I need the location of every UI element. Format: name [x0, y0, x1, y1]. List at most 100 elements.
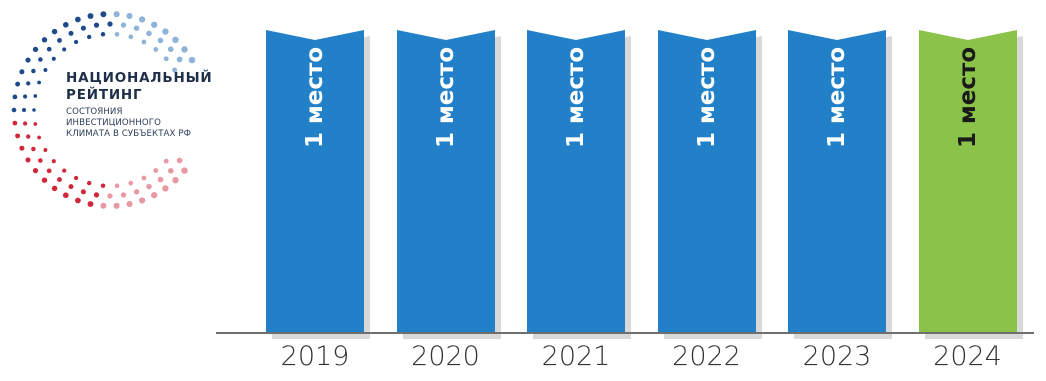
logo-dot [146, 183, 152, 190]
logo-dot [26, 81, 31, 86]
logo-dot [120, 192, 127, 198]
logo-dot [163, 56, 169, 62]
year-label: 2024 [933, 341, 1002, 372]
bar-label: 1 место [563, 46, 589, 148]
bar-label: 1 место [954, 46, 981, 148]
logo-dot [188, 56, 196, 64]
logo-dot [15, 81, 21, 87]
logo-dot [25, 157, 31, 163]
bar-body [266, 30, 364, 333]
year-label: 2021 [541, 341, 611, 372]
bar-body [788, 30, 886, 333]
logo-dot [43, 68, 48, 72]
logo-dot [26, 134, 31, 139]
logo-dot [19, 145, 25, 151]
logo-dot [57, 37, 62, 43]
logo-dot [114, 183, 120, 188]
bar-body [918, 30, 1017, 333]
year-label: 2023 [802, 341, 872, 372]
logo-dot [51, 159, 56, 164]
bar-2019: 1 место [266, 30, 370, 339]
bar-label: 1 место [693, 46, 720, 148]
logo-dot [87, 201, 94, 207]
logo-dot [128, 180, 134, 186]
logo-dot [25, 57, 31, 63]
logo-dot [32, 167, 39, 174]
logo-dot [68, 30, 74, 36]
logo-dot [57, 177, 62, 183]
x-axis-line [216, 332, 1034, 334]
logo-dot [15, 133, 21, 139]
logo-dot [133, 25, 140, 31]
logo-dot [167, 46, 174, 53]
logo-dot [172, 176, 179, 184]
logo-dot [33, 122, 38, 126]
logo-dot [151, 21, 158, 28]
logo-title-line1: НАЦИОНАЛЬНЫЙ [66, 70, 213, 86]
logo-dot [157, 176, 164, 183]
bar-body [527, 30, 625, 333]
bar-label: 1 место [432, 46, 459, 148]
logo-dot [38, 57, 43, 62]
logo-dot [11, 107, 17, 113]
logo-dot [87, 13, 94, 19]
logo-dot [37, 80, 41, 85]
logo-dot [31, 68, 36, 74]
logo-dot [31, 146, 36, 152]
logo-dot [100, 202, 107, 209]
logo-dot [107, 21, 113, 27]
bar-2022: 1 место [657, 30, 762, 339]
logo-dot [141, 39, 147, 45]
logo-dot [138, 16, 146, 23]
logo-dot-ring [11, 11, 196, 209]
bar-label: 1 место [824, 46, 850, 148]
logo-dot [120, 22, 127, 28]
logo-title-line2: РЕЙТИНГ [66, 87, 143, 103]
national-rating-logo: НАЦИОНАЛЬНЫЙ РЕЙТИНГ СОСТОЯНИЯ ИНВЕСТИЦИ… [0, 0, 240, 230]
logo-subtitle-line3: КЛИМАТА В СУБЪЕКТАХ РФ [66, 129, 192, 139]
bar-2020: 1 место [396, 30, 501, 339]
logo-dot [51, 185, 58, 192]
logo-dot [172, 36, 179, 44]
logo-subtitle-line2: ИНВЕСТИЦИОННОГО [66, 118, 161, 128]
logo-dot [33, 94, 38, 98]
logo-dot [51, 28, 58, 35]
logo-dot [181, 167, 188, 174]
logo-dot [87, 180, 92, 186]
logo-dot [62, 168, 67, 173]
logo-dot [93, 22, 100, 28]
year-label: 2020 [411, 341, 480, 372]
logo-dot [75, 16, 81, 23]
logo-dot [114, 32, 120, 37]
year-label: 2022 [672, 341, 741, 372]
logo-dot [62, 21, 69, 28]
logo-dot [133, 189, 140, 195]
bar-2023: 1 место [788, 30, 892, 339]
logo-dot [146, 30, 152, 37]
logo-dot [12, 120, 18, 126]
logo-dot [107, 193, 113, 199]
logo-dot [126, 200, 133, 208]
logo-dot [32, 108, 36, 112]
year-label: 2019 [280, 341, 350, 372]
logo-dot [38, 158, 43, 163]
logo-dot [176, 56, 183, 63]
bar-body [657, 30, 756, 333]
logo-dot [162, 185, 169, 192]
logo-dot [73, 39, 79, 45]
logo-dot [151, 192, 158, 199]
logo-dot [113, 202, 120, 209]
logo-dot [113, 11, 120, 18]
logo-dot [80, 25, 86, 31]
logo-dot [23, 94, 28, 99]
bar-2024: 1 место [918, 30, 1023, 339]
logo-subtitle-line1: СОСТОЯНИЯ [66, 107, 123, 117]
logo-dot [181, 46, 188, 53]
logo-dot [157, 37, 164, 44]
logo-dot [80, 189, 86, 195]
logo-dot [176, 157, 183, 164]
logo-dot [19, 69, 25, 75]
logo-dot [93, 192, 100, 198]
logo-dot [46, 46, 52, 52]
